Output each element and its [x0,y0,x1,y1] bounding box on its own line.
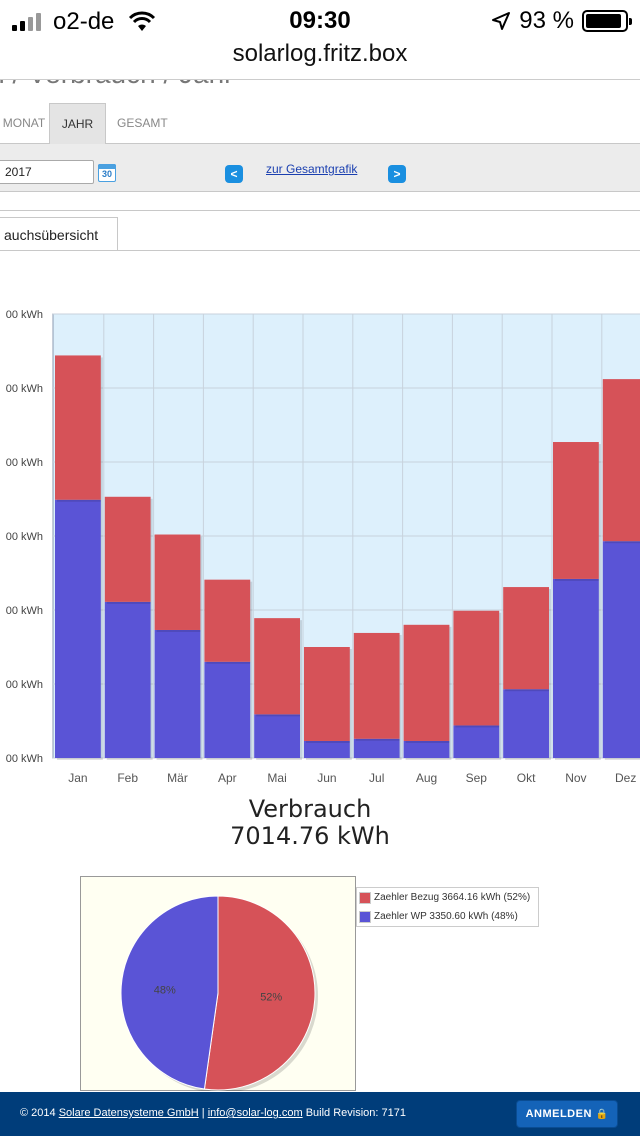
bar-zaehler-wp [503,689,549,758]
y-tick-label: 00 kWh [6,309,43,321]
email-link[interactable]: info@solar-log.com [207,1107,303,1119]
bar-zaehler-bezug [403,624,450,741]
legend-swatch [359,910,371,923]
tab-consumption-overview[interactable]: auchsübersicht [0,217,118,251]
address-bar[interactable]: solarlog.fritz.box [232,40,408,67]
separator: | [201,1107,205,1119]
x-tick-label: Dez [615,771,636,785]
x-tick-label: Jan [68,771,87,785]
year-input[interactable]: 2017 [0,160,94,184]
y-tick-label: 00 kWh [6,531,43,543]
bar-zaehler-wp [353,738,400,758]
bar-zaehler-bezug [104,496,151,602]
login-button[interactable]: ANMELDEN 🔒 [516,1100,618,1128]
legend-label: Zaehler WP 3350.60 kWh (48%) [374,911,518,922]
footer-text: © 2014 Solare Datensysteme GmbH | info@s… [20,1107,406,1119]
calendar-icon[interactable]: 30 [98,164,116,182]
y-tick-label: 00 kWh [6,679,43,691]
lock-icon: 🔒 [595,1109,609,1120]
tab-jahr[interactable]: JAHR [49,103,106,144]
summary-title: Verbrauch [248,795,372,823]
share-pie-chart: 52% 48% [120,895,318,1091]
bar-zaehler-bezug [254,618,300,715]
footer: © 2014 Solare Datensysteme GmbH | info@s… [0,1092,640,1136]
bar-zaehler-wp [553,578,599,758]
tab-gesamt[interactable]: GESAMT [117,116,168,130]
bar-zaehler-bezug [503,587,549,690]
y-tick-label: 00 kWh [6,605,43,617]
legend-item: Zaehler Bezug 3664.16 kWh (52%) [357,888,538,907]
bar-zaehler-bezug [204,579,251,662]
x-tick-label: Mär [167,771,188,785]
bar-zaehler-bezug [55,355,101,500]
y-tick-label: 00 kWh [6,383,43,395]
bar-zaehler-wp [602,541,640,758]
previous-year-button[interactable]: < [225,165,243,183]
period-tabs: MONAT JAHR GESAMT [0,103,640,144]
login-label: ANMELDEN [525,1108,592,1120]
divider [0,79,640,80]
x-tick-label: Apr [218,771,237,785]
x-tick-label: Feb [117,771,138,785]
x-tick-label: Sep [466,771,488,785]
bar-zaehler-wp [154,629,201,758]
bar-zaehler-wp [304,740,350,758]
x-tick-label: Jul [369,771,384,785]
x-tick-label: Jun [317,771,336,785]
x-tick-label: Okt [517,771,536,785]
overview-link[interactable]: zur Gesamtgrafik [266,162,358,176]
status-bar: o2-de 09:30 93 % [0,0,640,44]
bar-zaehler-bezug [304,647,350,741]
clock: 09:30 [289,7,351,34]
bar-zaehler-wp [254,714,300,758]
bar-zaehler-wp [204,661,251,758]
signal-icon [12,13,41,31]
pie-slice-label: 48% [154,984,176,996]
bar-zaehler-bezug [353,632,400,739]
wifi-icon [129,11,156,31]
bar-zaehler-wp [55,499,101,758]
build-revision: Build Revision: 7171 [305,1107,406,1119]
divider [0,250,640,251]
pie-slice-label: 52% [260,992,282,1004]
legend-label: Zaehler Bezug 3664.16 kWh (52%) [374,892,531,903]
bar-zaehler-wp [104,601,151,758]
carrier-name: o2-de [53,8,115,35]
bar-zaehler-wp [453,725,500,758]
pie-legend: Zaehler Bezug 3664.16 kWh (52%) Zaehler … [356,887,539,927]
summary-value: 7014.76 kWh [230,822,390,850]
copyright: © 2014 [20,1107,56,1119]
x-tick-label: Aug [416,771,437,785]
page-title: Daten / Verbrauch / Jahr [0,58,234,89]
x-tick-label: Mai [267,771,286,785]
bar-zaehler-bezug [602,379,640,542]
battery-percent: 93 % [519,7,574,34]
x-tick-label: Nov [565,771,586,785]
pie-slice [120,895,219,1090]
bar-zaehler-bezug [453,610,500,726]
legend-item: Zaehler WP 3350.60 kWh (48%) [357,907,538,926]
tab-monat[interactable]: MONAT [2,116,46,130]
legend-swatch [359,891,371,904]
consumption-bar-chart: 00 kWh 00 kWh 00 kWh 00 kWh 00 kWh 00 kWh 00 k… [6,309,640,785]
y-tick-label: 00 kWh [6,457,43,469]
divider [0,210,640,211]
bar-zaehler-bezug [154,534,201,630]
y-tick-label: 00 kWh [6,753,43,765]
pie-slice [203,895,316,1091]
carrier: o2-de [12,8,156,36]
bar-zaehler-wp [403,740,450,758]
next-year-button[interactable]: > [388,165,406,183]
location-arrow-icon [492,12,511,30]
battery-icon [582,10,632,32]
bar-zaehler-bezug [553,442,599,579]
company-link[interactable]: Solare Datensysteme GmbH [58,1107,199,1119]
